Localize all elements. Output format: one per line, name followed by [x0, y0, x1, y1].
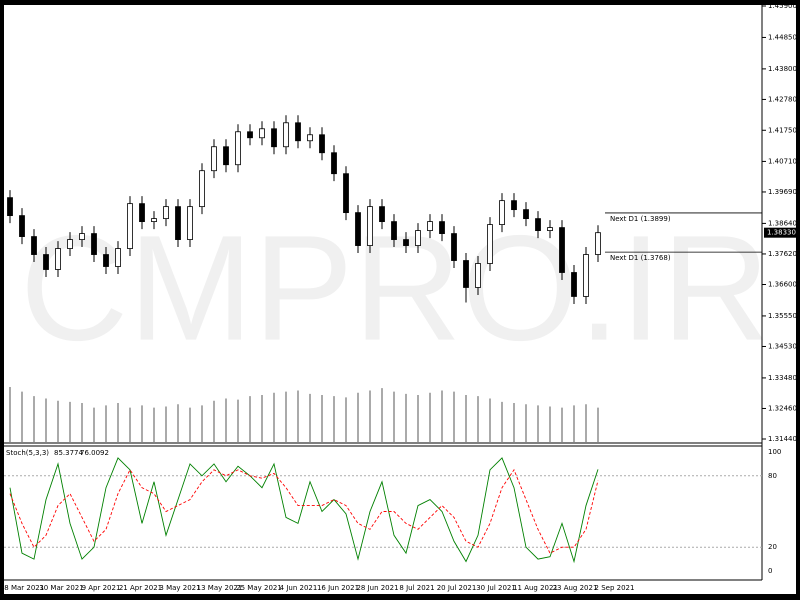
candle-body: [127, 203, 133, 249]
candle-body: [343, 173, 349, 214]
stoch-line: [9, 468, 599, 554]
candle-body: [79, 233, 85, 240]
candle-body: [163, 206, 169, 220]
candle-body: [439, 221, 445, 234]
candle-body: [271, 128, 277, 148]
candle-body: [415, 230, 421, 246]
y-tick-label: 1.43800: [768, 65, 797, 73]
y-tick-label: 1.44850: [768, 33, 797, 41]
candle-body: [523, 209, 529, 220]
candle-body: [403, 239, 409, 246]
stoch-d-value: 76.0092: [80, 449, 109, 457]
candle-body: [463, 260, 469, 288]
candle-body: [451, 233, 457, 261]
candle-body: [391, 221, 397, 240]
candle-body: [295, 122, 301, 142]
y-tick-label: 1.39690: [768, 188, 797, 196]
candle-body: [499, 200, 505, 225]
x-tick-label: 28 Jun 2021: [356, 584, 398, 592]
y-tick-label: 1.38640: [768, 219, 797, 227]
x-tick-label: 13 May 2021: [197, 584, 243, 592]
candle-body: [91, 233, 97, 255]
stoch-line: [9, 457, 599, 564]
x-tick-label: 18 Mar 2021: [0, 584, 44, 592]
candle-body: [475, 263, 481, 288]
candle-body: [427, 221, 433, 231]
candle-body: [379, 206, 385, 223]
y-tick-label: 1.35550: [768, 312, 797, 320]
candle-body: [331, 152, 337, 175]
candle-body: [211, 146, 217, 172]
candle-body: [187, 206, 193, 240]
candle-body: [139, 203, 145, 223]
x-tick-label: 2 Sep 2021: [595, 584, 635, 592]
candle-body: [67, 239, 73, 249]
y-tick-label: 1.41750: [768, 126, 797, 134]
current-price-label: 1.38330: [767, 229, 796, 237]
x-tick-label: 23 Aug 2021: [553, 584, 598, 592]
candle-body: [355, 212, 361, 246]
candle-body: [175, 206, 181, 240]
candle-body: [595, 232, 601, 255]
stoch-k-value: 85.3774: [54, 449, 83, 457]
x-tick-label: 16 Jun 2021: [317, 584, 359, 592]
y-tick-label: 1.36600: [768, 280, 797, 288]
y-tick-label: 1.42780: [768, 95, 797, 103]
candle-body: [199, 170, 205, 208]
x-tick-label: 25 May 2021: [236, 584, 282, 592]
candle-body: [247, 131, 253, 139]
candle-body: [559, 227, 565, 273]
y-tick-label: 1.40710: [768, 157, 797, 165]
current-price-box: [764, 227, 796, 238]
candle-body: [115, 248, 121, 267]
y-tick-label: 1.32460: [768, 404, 797, 412]
x-tick-label: 11 Aug 2021: [513, 584, 558, 592]
x-tick-label: 9 Apr 2021: [82, 584, 121, 592]
x-tick-label: 30 Mar 2021: [39, 584, 83, 592]
x-tick-label: 4 Jun 2021: [280, 584, 318, 592]
y-tick-label: 0: [768, 567, 772, 575]
stoch-title: Stoch(5,3,3): [6, 449, 49, 457]
x-tick-label: 30 Jul 2021: [476, 584, 516, 592]
candle-body: [571, 272, 577, 297]
price-line-label: Next D1 (1.3899): [610, 215, 671, 223]
candle-body: [319, 134, 325, 154]
candle-body: [259, 128, 265, 139]
candle-body: [235, 131, 241, 166]
x-tick-label: 8 Jul 2021: [399, 584, 434, 592]
y-tick-label: 1.45900: [768, 2, 797, 10]
y-tick-label: 100: [768, 448, 781, 456]
candle-body: [223, 146, 229, 166]
candle-body: [487, 224, 493, 264]
candle-body: [283, 122, 289, 148]
y-tick-label: 20: [768, 543, 777, 551]
x-tick-label: 20 Jul 2021: [437, 584, 477, 592]
y-tick-label: 1.37620: [768, 250, 797, 258]
candle-body: [535, 218, 541, 231]
y-tick-label: 80: [768, 472, 777, 480]
candle-body: [367, 206, 373, 246]
x-tick-label: 21 Apr 2021: [119, 584, 162, 592]
candle-body: [151, 218, 157, 223]
y-tick-label: 1.34530: [768, 342, 797, 350]
y-tick-label: 1.33480: [768, 374, 797, 382]
candle-body: [547, 227, 553, 231]
candle-body: [55, 248, 61, 270]
price-line-label: Next D1 (1.3768): [610, 254, 671, 262]
candle-body: [31, 236, 37, 255]
candle-body: [103, 254, 109, 267]
candle-body: [511, 200, 517, 211]
candle-body: [7, 197, 13, 217]
candle-body: [583, 254, 589, 297]
candle-body: [307, 134, 313, 142]
candle-body: [19, 215, 25, 237]
x-tick-label: 3 May 2021: [159, 584, 200, 592]
y-tick-label: 1.31440: [768, 435, 797, 443]
candle-body: [43, 254, 49, 270]
